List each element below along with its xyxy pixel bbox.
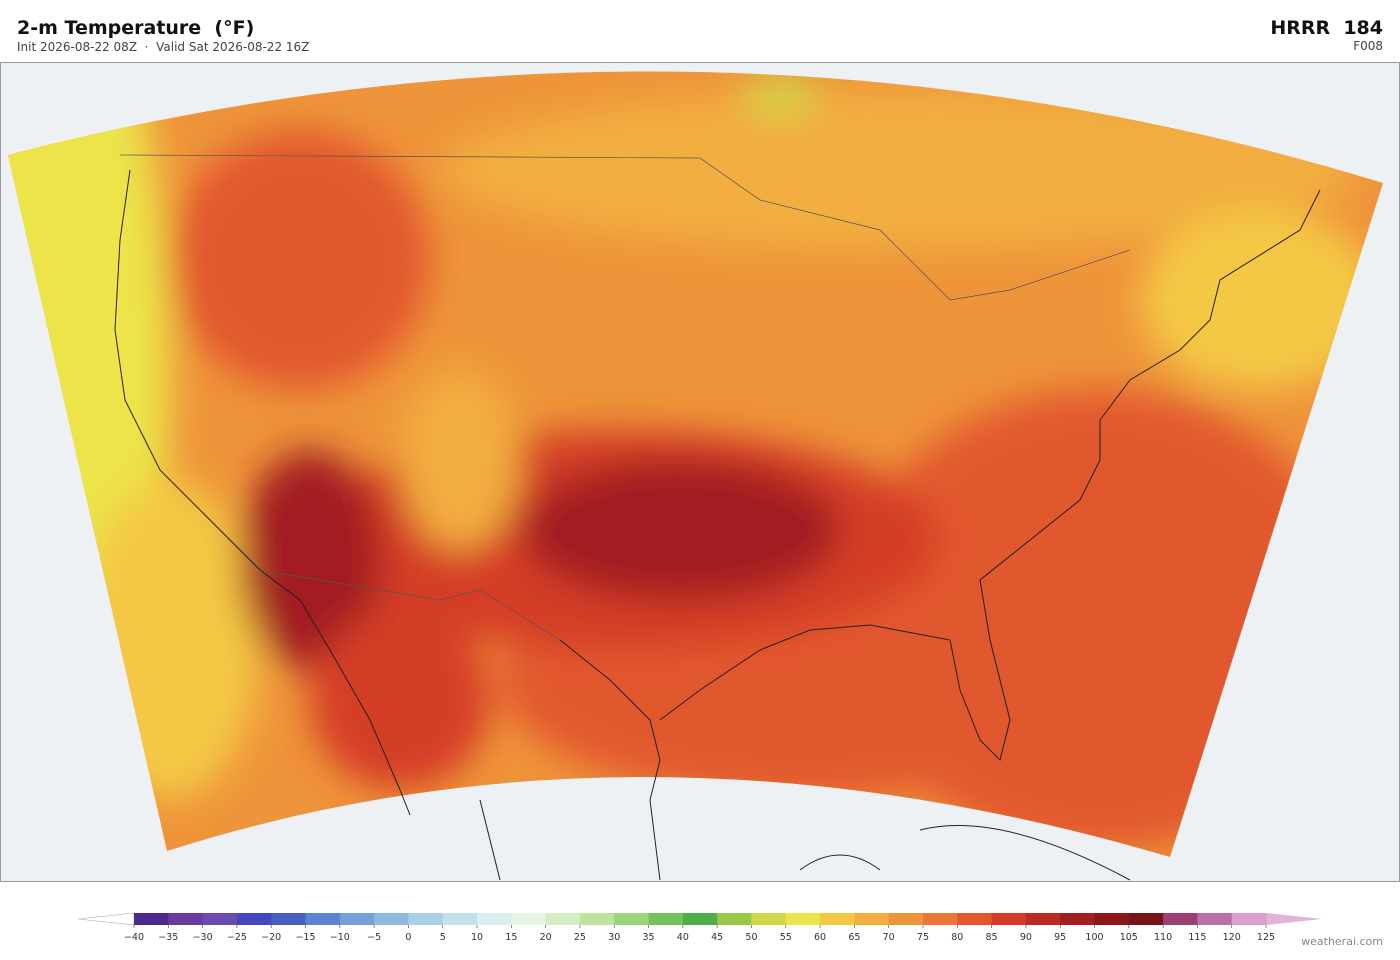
tick-label: 15 xyxy=(505,932,517,943)
tick-label: −20 xyxy=(261,932,281,943)
tick-label: 105 xyxy=(1120,932,1138,943)
color-bin xyxy=(717,913,752,925)
tick-label: 75 xyxy=(917,932,929,943)
tick-label: −15 xyxy=(295,932,315,943)
color-bin xyxy=(545,913,581,925)
color-bin xyxy=(134,913,169,925)
forecast-hour: F008 xyxy=(1353,39,1383,53)
color-bin xyxy=(1060,913,1095,925)
color-bin xyxy=(1094,913,1130,925)
color-bin xyxy=(888,913,924,925)
tick-label: 55 xyxy=(780,932,792,943)
title: 2-m Temperature (°F) xyxy=(17,17,254,39)
color-bin xyxy=(374,913,409,925)
tick-label: 35 xyxy=(642,932,654,943)
color-bin xyxy=(1025,913,1061,925)
tick-label: 65 xyxy=(848,932,860,943)
tick-label: −35 xyxy=(158,932,178,943)
color-bin xyxy=(168,913,204,925)
borders xyxy=(119,154,1131,641)
color-bin xyxy=(511,913,547,925)
color-bin xyxy=(854,913,890,925)
tick-label: 40 xyxy=(677,932,689,943)
tick-label: 115 xyxy=(1188,932,1206,943)
tick-label: 70 xyxy=(883,932,895,943)
tick-label: 110 xyxy=(1154,932,1172,943)
tick-label: −5 xyxy=(367,932,381,943)
tick-label: 85 xyxy=(986,932,998,943)
color-bin xyxy=(408,913,444,925)
tick-label: 95 xyxy=(1054,932,1066,943)
color-bin xyxy=(648,913,684,925)
color-bin xyxy=(202,913,238,925)
extend-high xyxy=(1266,913,1322,925)
color-bin xyxy=(1128,913,1164,925)
tick-label: −30 xyxy=(193,932,213,943)
color-bin xyxy=(957,913,993,925)
color-bin xyxy=(1231,913,1267,925)
color-bin xyxy=(579,913,615,925)
tick-label: 120 xyxy=(1223,932,1241,943)
tick-label: 45 xyxy=(711,932,723,943)
tick-label: 25 xyxy=(574,932,586,943)
coastlines xyxy=(114,169,1321,881)
tick-label: 50 xyxy=(745,932,757,943)
color-bin xyxy=(751,913,787,925)
color-bin xyxy=(1197,913,1233,925)
subtitle: Init 2026-08-22 08Z · Valid Sat 2026-08-… xyxy=(17,40,309,54)
extend-low xyxy=(77,912,135,926)
tick-label: 100 xyxy=(1085,932,1103,943)
tick-label: 0 xyxy=(405,932,411,943)
tick-label: 10 xyxy=(471,932,483,943)
color-bin xyxy=(785,913,821,925)
color-bin xyxy=(614,913,650,925)
tick-label: 60 xyxy=(814,932,826,943)
color-bin xyxy=(1163,913,1198,925)
color-bin xyxy=(682,913,718,925)
colorbar: −40 −35 −30 −25 −20 −15 −10 −5 0 5 10 15 20 25 30 35 40 4… xyxy=(77,912,1322,943)
tick-label: −25 xyxy=(227,932,247,943)
color-bin xyxy=(339,913,375,925)
color-bin xyxy=(922,913,958,925)
color-bin xyxy=(820,913,855,925)
color-bin xyxy=(477,913,512,925)
tick-label: 90 xyxy=(1020,932,1032,943)
tick-label: −10 xyxy=(330,932,350,943)
color-bin xyxy=(442,913,478,925)
tick-label: 5 xyxy=(440,932,446,943)
model-label: HRRR 184 xyxy=(1270,17,1383,39)
color-bin xyxy=(991,913,1027,925)
tick-label: 80 xyxy=(951,932,963,943)
tick-label: −40 xyxy=(124,932,144,943)
color-bin xyxy=(305,913,341,925)
tick-label: 30 xyxy=(608,932,620,943)
tick-label: 20 xyxy=(540,932,552,943)
credit: weatherai.com xyxy=(1301,935,1383,948)
color-bin xyxy=(271,913,307,925)
tick-label: 125 xyxy=(1257,932,1275,943)
color-bin xyxy=(236,913,272,925)
